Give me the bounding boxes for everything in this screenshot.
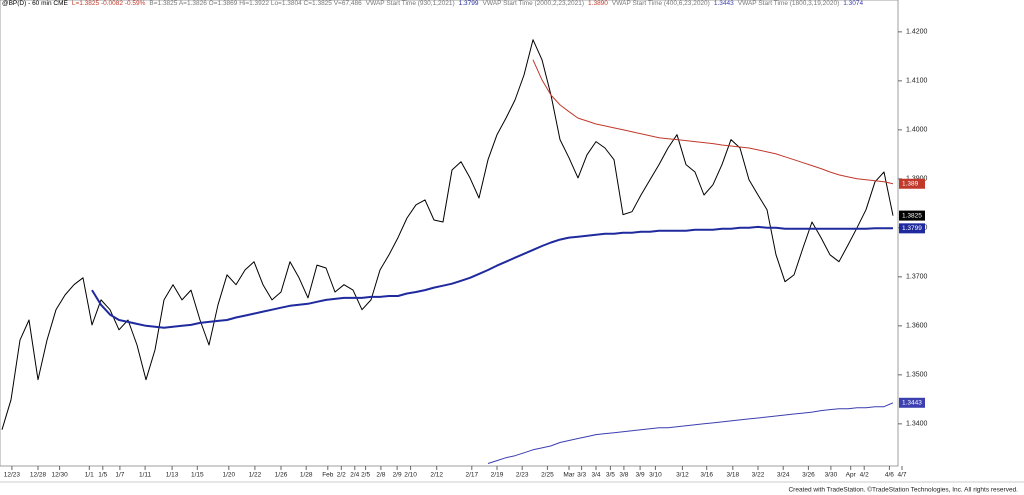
- price-label-box: [899, 178, 925, 189]
- x-tick-label: 2/2: [337, 472, 346, 479]
- price-label-box: [899, 210, 925, 221]
- x-tick-label: Apr: [846, 472, 857, 479]
- header-item: VWAP Start Time (2000,2,23,2021): [482, 0, 585, 7]
- x-tick-label: 12/28: [30, 472, 47, 479]
- x-tick-label: 3/8: [619, 472, 628, 479]
- x-tick-label: 1/7: [115, 472, 124, 479]
- y-tick-label: 1.3700: [906, 274, 928, 281]
- header-item: B=1.3825 A=1.3826 O=1.3869 Hi=1.3922 Lo=…: [149, 0, 362, 7]
- x-tick-label: 3/22: [752, 472, 765, 479]
- x-tick-label: 3/5: [606, 472, 615, 479]
- y-tick-label: 1.4000: [906, 127, 928, 134]
- y-tick-label: 1.3600: [906, 323, 928, 330]
- x-tick-label: 3/12: [676, 472, 689, 479]
- series-line: [1, 39, 894, 430]
- x-tick-label: 2/9: [393, 472, 402, 479]
- price-label: 1.389: [902, 180, 919, 187]
- price-label-box: [899, 397, 925, 408]
- x-tick-label: 3/24: [777, 472, 790, 479]
- footer: Created with TradeStation. ©TradeStation…: [788, 486, 1018, 494]
- x-tick-label: 3/16: [700, 472, 713, 479]
- header-item: VWAP Start Time (930,1,2021): [365, 0, 455, 7]
- x-tick-label: 3/30: [825, 472, 838, 479]
- series-line: [532, 59, 894, 185]
- header-item: VWAP Start Time (400,6,23,2020): [611, 0, 710, 7]
- x-tick-label: 3/26: [802, 472, 815, 479]
- header-item: @BP(D) - 60 min CME: [2, 0, 68, 7]
- x-tick-label: Mar: [563, 472, 575, 479]
- x-tick-label: 1/13: [166, 472, 179, 479]
- header-item: VWAP Start Time (1800,3,19,2020): [737, 0, 840, 7]
- x-tick-label: 3/10: [649, 472, 662, 479]
- x-tick-label: 1/28: [300, 472, 313, 479]
- x-tick-label: 3/18: [726, 472, 739, 479]
- header-item: 1.3074: [843, 0, 864, 7]
- price-label: 1.3825: [902, 212, 922, 219]
- x-tick-label: 2/12: [430, 472, 443, 479]
- x-tick-label: 2/19: [491, 472, 504, 479]
- header-item: 1.3890: [588, 0, 608, 7]
- x-tick-label: 12/23: [4, 472, 21, 479]
- x-tick-label: 1/15: [191, 472, 204, 479]
- series-line: [487, 402, 894, 464]
- x-tick-label: 2/25: [541, 472, 554, 479]
- x-tick-label: 1/1: [85, 472, 94, 479]
- x-tick-label: 2/8: [376, 472, 385, 479]
- x-tick-label: 3/4: [591, 472, 600, 479]
- y-tick-label: 1.3500: [906, 372, 928, 379]
- x-tick-label: 2/4: [350, 472, 359, 479]
- y-tick-label: 1.4200: [906, 29, 928, 36]
- x-tick-label: Feb: [322, 472, 334, 479]
- x-tick-label: 1/22: [249, 472, 262, 479]
- y-tick-label: 1.3400: [906, 421, 928, 428]
- x-tick-label: 1/20: [222, 472, 235, 479]
- x-tick-label: 3/9: [636, 472, 645, 479]
- x-tick-label: 4/6: [885, 472, 894, 479]
- header-item: L=1.3825 -0.0082 -0.59%: [71, 0, 146, 7]
- price-label: 1.3443: [902, 399, 922, 406]
- header-item: 1.3443: [713, 0, 734, 7]
- x-tick-label: 1/5: [98, 472, 107, 479]
- x-tick-label: 2/17: [465, 472, 478, 479]
- x-tick-label: 2/5: [361, 472, 370, 479]
- x-tick-label: 2/10: [404, 472, 417, 479]
- y-tick-label: 1.4100: [906, 78, 928, 85]
- x-tick-label: 4/2: [860, 472, 869, 479]
- chart-header: @BP(D) - 60 min CME L=1.3825 -0.0082 -0.5…: [2, 0, 867, 7]
- x-tick-label: 1/26: [275, 472, 288, 479]
- x-tick-label: 1/11: [139, 472, 152, 479]
- x-tick-label: 4/7: [897, 472, 906, 479]
- x-tick-label: 2/23: [516, 472, 529, 479]
- price-label-box: [899, 223, 925, 234]
- x-tick-label: 12/30: [51, 472, 68, 479]
- series-line: [91, 225, 893, 329]
- header-item: 1.3799: [458, 0, 479, 7]
- plot-frame: [0, 0, 899, 467]
- x-tick-label: 3/3: [577, 472, 586, 479]
- price-label: 1.3799: [902, 225, 922, 232]
